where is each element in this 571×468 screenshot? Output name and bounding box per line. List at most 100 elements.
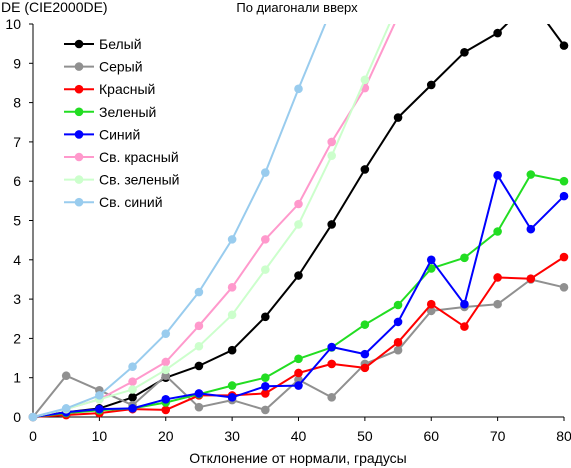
- series-Св. красный: [28, 24, 396, 422]
- y-tick-label: 9: [13, 55, 21, 71]
- data-point: [261, 373, 270, 383]
- y-tick-label: 2: [13, 330, 21, 346]
- data-point: [360, 320, 370, 329]
- data-point: [294, 220, 303, 229]
- series-line: [32, 24, 327, 418]
- data-point: [526, 274, 536, 283]
- legend-label: Св. красный: [99, 149, 179, 165]
- data-point: [559, 283, 569, 292]
- data-point: [493, 227, 502, 236]
- legend-item: Св. синий: [64, 194, 163, 210]
- legend: Белый Серый Красный Зеленый Синий Св. красный…: [64, 36, 179, 210]
- x-tick-label: 20: [158, 428, 174, 444]
- data-point: [327, 220, 336, 229]
- legend-item: Белый: [64, 36, 142, 52]
- data-point: [294, 84, 303, 94]
- series-Серый: [28, 275, 569, 422]
- data-point: [393, 345, 403, 355]
- data-point: [460, 253, 469, 263]
- legend-label: Зеленый: [99, 104, 156, 120]
- data-point: [128, 385, 137, 394]
- data-point: [559, 252, 569, 262]
- legend-label: Св. синий: [99, 194, 163, 210]
- x-tick-label: 10: [92, 428, 108, 444]
- data-point: [527, 0, 536, 5]
- data-point: [294, 354, 303, 364]
- data-point: [128, 393, 137, 402]
- legend-item: Св. зеленый: [64, 172, 179, 188]
- data-point: [227, 345, 237, 355]
- legend-label: Синий: [99, 126, 140, 142]
- data-point: [426, 306, 436, 316]
- data-point: [559, 41, 569, 50]
- data-point: [261, 382, 270, 391]
- data-point: [227, 310, 237, 320]
- legend-marker: [74, 107, 84, 117]
- legend-item: Синий: [64, 126, 140, 142]
- data-point: [294, 271, 303, 280]
- y-tick-label: 0: [13, 409, 21, 425]
- data-point: [294, 381, 303, 390]
- data-point: [261, 389, 270, 398]
- data-point: [360, 349, 370, 359]
- data-point: [227, 283, 237, 292]
- data-point: [460, 47, 469, 57]
- x-tick-label: 30: [224, 428, 240, 444]
- data-point: [327, 137, 336, 147]
- data-point: [261, 168, 270, 177]
- legend-marker: [74, 84, 84, 94]
- x-tick-label: 40: [291, 428, 307, 444]
- data-point: [227, 235, 237, 244]
- plot-area: [28, 0, 569, 422]
- legend-marker: [74, 175, 84, 184]
- data-point: [161, 395, 171, 404]
- data-point: [360, 165, 370, 174]
- data-point: [493, 299, 502, 309]
- data-point: [327, 393, 336, 402]
- legend-label: Серый: [99, 59, 143, 75]
- data-point: [327, 342, 336, 352]
- data-point: [394, 0, 403, 9]
- y-tick-label: 4: [13, 252, 21, 268]
- chart-title: По диагонали вверх: [236, 0, 358, 15]
- data-point: [95, 391, 104, 400]
- data-point: [261, 235, 270, 244]
- legend-label: Красный: [99, 81, 155, 97]
- data-point: [161, 357, 171, 367]
- legend-marker: [74, 39, 84, 49]
- data-point: [426, 255, 436, 265]
- legend-item: Красный: [64, 81, 155, 97]
- x-tick-label: 70: [490, 428, 506, 444]
- data-point: [559, 191, 569, 201]
- legend-label: Белый: [99, 36, 142, 52]
- legend-marker: [74, 152, 84, 162]
- y-tick-label: 5: [13, 213, 21, 229]
- y-tick-label: 3: [13, 291, 21, 307]
- data-point: [194, 361, 204, 371]
- y-tick-label: 7: [13, 134, 21, 150]
- data-point: [294, 199, 303, 209]
- x-tick-label: 0: [29, 428, 37, 444]
- data-point: [161, 405, 171, 415]
- axes: 0 1 2 3 4 5 6 7 8 9 10 0 10 20 30 40 50 60 70 80: [5, 16, 571, 444]
- data-point: [28, 412, 38, 422]
- data-point: [95, 404, 104, 414]
- data-point: [360, 363, 370, 373]
- x-tick-label: 80: [556, 428, 571, 444]
- y-tick-label: 1: [13, 370, 21, 386]
- series-line: [32, 24, 391, 418]
- data-point: [161, 371, 171, 381]
- data-point: [161, 329, 171, 338]
- y-axis-label: DE (CIE2000DE): [1, 0, 108, 15]
- data-point: [128, 404, 137, 413]
- legend-item: Зеленый: [64, 104, 156, 120]
- data-point: [526, 170, 536, 179]
- series-Красный: [28, 252, 569, 422]
- data-point: [559, 176, 569, 186]
- legend-marker: [74, 62, 84, 71]
- legend-item: Св. красный: [64, 149, 179, 165]
- data-point: [393, 300, 403, 310]
- data-point: [261, 312, 270, 322]
- legend-marker: [74, 130, 84, 139]
- data-point: [493, 28, 502, 38]
